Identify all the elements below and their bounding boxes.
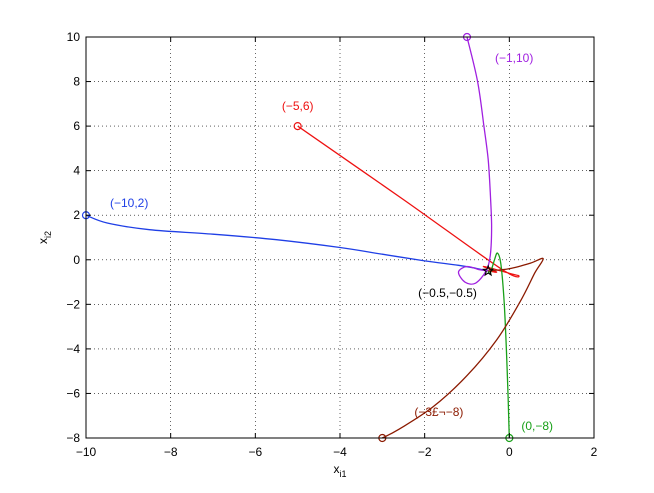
trajectory-label: (−10,2) bbox=[110, 196, 148, 210]
y-axis-label-main: x bbox=[36, 238, 50, 244]
x-tick-label: 2 bbox=[591, 445, 598, 459]
y-tick-label: −8 bbox=[66, 431, 80, 445]
x-axis-label: xi1 bbox=[333, 462, 346, 479]
trajectory-line bbox=[457, 36, 493, 285]
y-tick-label: 4 bbox=[73, 164, 80, 178]
x-axis-label-main: x bbox=[333, 462, 339, 476]
trajectory-line bbox=[382, 257, 544, 439]
trajectory-label: (0,−8) bbox=[521, 419, 553, 433]
trajectory-label: (−1,10) bbox=[495, 51, 533, 65]
x-tick-label: −6 bbox=[248, 445, 262, 459]
equilibrium-star-icon bbox=[481, 264, 495, 277]
x-tick-label: −4 bbox=[333, 445, 347, 459]
x-tick-label: −8 bbox=[164, 445, 178, 459]
y-axis-label: xi2 bbox=[36, 231, 53, 244]
y-tick-label: 2 bbox=[73, 208, 80, 222]
y-tick-label: −2 bbox=[66, 297, 80, 311]
x-axis-label-sub: i1 bbox=[339, 469, 346, 479]
trajectory-label: (−5,6) bbox=[282, 99, 314, 113]
equilibrium-label: (−0.5,−0.5) bbox=[418, 286, 477, 300]
trajectory-line bbox=[297, 125, 520, 278]
x-tick-label: −2 bbox=[418, 445, 432, 459]
y-tick-label: −6 bbox=[66, 386, 80, 400]
grid-lines bbox=[86, 37, 594, 438]
y-tick-label: 0 bbox=[73, 253, 80, 267]
y-tick-label: 10 bbox=[67, 30, 81, 44]
x-tick-label: −10 bbox=[76, 445, 97, 459]
start-circle-marker bbox=[293, 122, 302, 131]
trajectory-line bbox=[85, 214, 489, 272]
trajectory-line bbox=[487, 252, 510, 439]
star-marker bbox=[481, 264, 495, 277]
trajectory-curves bbox=[85, 36, 544, 439]
y-tick-label: −4 bbox=[66, 342, 80, 356]
y-tick-label: 8 bbox=[73, 75, 80, 89]
trajectory-labels: (−10,2) (−5,6) (−1,10) (0,−8) (−3£¬−8) bbox=[110, 51, 553, 433]
y-tick-label: 6 bbox=[73, 119, 80, 133]
x-tick-label: 0 bbox=[506, 445, 513, 459]
start-markers bbox=[81, 32, 514, 443]
y-axis-label-sub: i2 bbox=[43, 231, 53, 238]
trajectory-label: (−3£¬−8) bbox=[414, 405, 463, 419]
